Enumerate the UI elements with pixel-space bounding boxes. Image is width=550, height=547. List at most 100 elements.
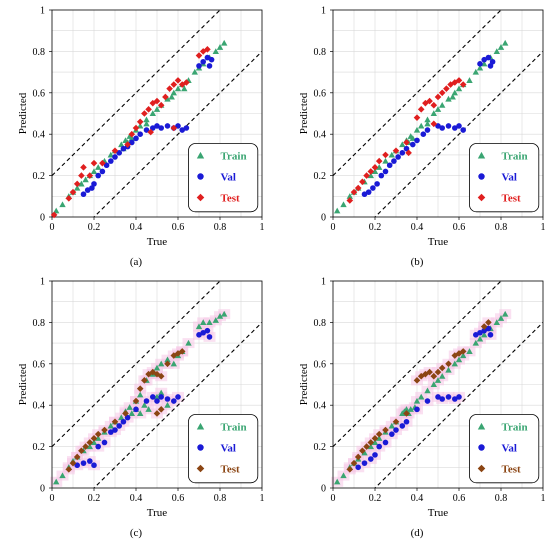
data-point-test [170, 124, 178, 132]
data-point-val [361, 191, 368, 198]
y-tick-label: 0.6 [33, 88, 46, 99]
data-point-test [382, 151, 389, 159]
data-point-train [455, 356, 463, 363]
data-point-test [434, 93, 442, 101]
data-point-test [363, 443, 370, 450]
data-point-val [89, 185, 95, 191]
data-point-train [413, 397, 421, 404]
data-point-train [128, 135, 135, 141]
data-point-train [481, 60, 488, 67]
data-point-train [82, 176, 89, 183]
data-point-test [363, 172, 370, 179]
data-point-val [452, 125, 458, 131]
data-point-test [430, 120, 438, 128]
data-point-train [340, 472, 347, 479]
legend-marker-val [197, 444, 204, 451]
data-point-test [50, 211, 58, 219]
data-point-val [370, 185, 376, 191]
data-point-val [399, 423, 406, 429]
data-point-train [466, 348, 473, 354]
data-point-test [141, 377, 148, 384]
lower-bound-line [93, 51, 262, 217]
data-point-val [116, 423, 122, 429]
data-point-val [204, 54, 211, 61]
x-tick-label: 1 [541, 222, 546, 233]
y-tick-label: 0 [321, 484, 326, 495]
data-point-val [143, 398, 150, 404]
data-point-train [200, 319, 207, 325]
data-point-val [414, 137, 420, 144]
data-point-test [354, 184, 362, 192]
data-point-val [477, 329, 483, 336]
chart-panel-1: 0 0.2 0.4 0.6 0.8 1 0 0.2 0.4 0.6 0.8 1 True Predicte… [17, 6, 265, 269]
data-point-train [185, 339, 192, 346]
data-point-test [153, 370, 161, 378]
data-point-val [473, 332, 479, 338]
data-point-test [392, 147, 400, 155]
data-point-test [162, 93, 169, 101]
data-point-val [120, 418, 127, 425]
data-point-val [204, 327, 211, 334]
data-point-train [95, 435, 102, 441]
x-axis-label: True [147, 236, 167, 248]
data-point-train [455, 85, 463, 92]
data-point-val [80, 460, 87, 466]
data-point-train [153, 393, 161, 400]
data-point-test [403, 410, 410, 417]
data-point-test [413, 377, 421, 384]
y-tick-label: 0.2 [33, 171, 46, 182]
plot-frame [332, 280, 544, 489]
data-point-val [200, 58, 206, 65]
x-tick-label: 0.8 [495, 222, 508, 233]
data-point-test [392, 418, 400, 426]
data-point-val [112, 427, 118, 433]
data-point-test [451, 79, 459, 86]
data-point-train [137, 122, 144, 129]
data-point-train [90, 439, 98, 446]
data-point-train [191, 68, 198, 75]
data-point-test [359, 447, 366, 455]
legend-label-test: Test [502, 464, 521, 476]
data-point-train [174, 85, 182, 92]
x-tick-label: 0.2 [88, 222, 101, 233]
data-point-train [407, 406, 414, 412]
plot-frame [51, 9, 263, 218]
data-point-train [466, 77, 473, 83]
data-point-val [460, 127, 467, 133]
y-tick-label: 0.4 [33, 130, 46, 141]
data-point-test [375, 157, 383, 165]
data-point-train [212, 48, 219, 54]
data-point-val [87, 458, 93, 464]
data-point-test [153, 97, 161, 105]
data-point-val [399, 150, 406, 156]
data-point-train [74, 184, 81, 191]
y-tick-label: 0 [40, 484, 45, 495]
x-tick-label: 0.6 [172, 222, 185, 233]
data-point-val [74, 462, 80, 469]
data-point-val [355, 464, 362, 471]
data-point-test [438, 89, 446, 97]
data-point-test [199, 48, 207, 55]
upper-bound-line [333, 281, 502, 447]
data-point-test [359, 178, 366, 186]
data-point-test [145, 106, 152, 113]
y-tick-label: 1 [40, 277, 45, 288]
data-point-train [334, 478, 341, 485]
y-axis-label: Predicted [298, 92, 310, 134]
legend-label-test: Test [221, 464, 240, 476]
data-point-test [422, 99, 429, 107]
data-point-train [137, 391, 144, 398]
x-axis-label: True [428, 507, 448, 519]
legend-label-test: Test [221, 193, 240, 205]
data-point-train [382, 157, 389, 164]
data-point-val [183, 125, 190, 131]
data-point-val [124, 414, 131, 421]
data-point-val [150, 125, 156, 131]
data-point-train [59, 201, 66, 208]
data-point-test [124, 141, 131, 148]
data-point-val [481, 56, 488, 63]
legend-marker-test [477, 193, 486, 202]
data-point-test [426, 368, 433, 376]
data-point-test [80, 164, 87, 171]
